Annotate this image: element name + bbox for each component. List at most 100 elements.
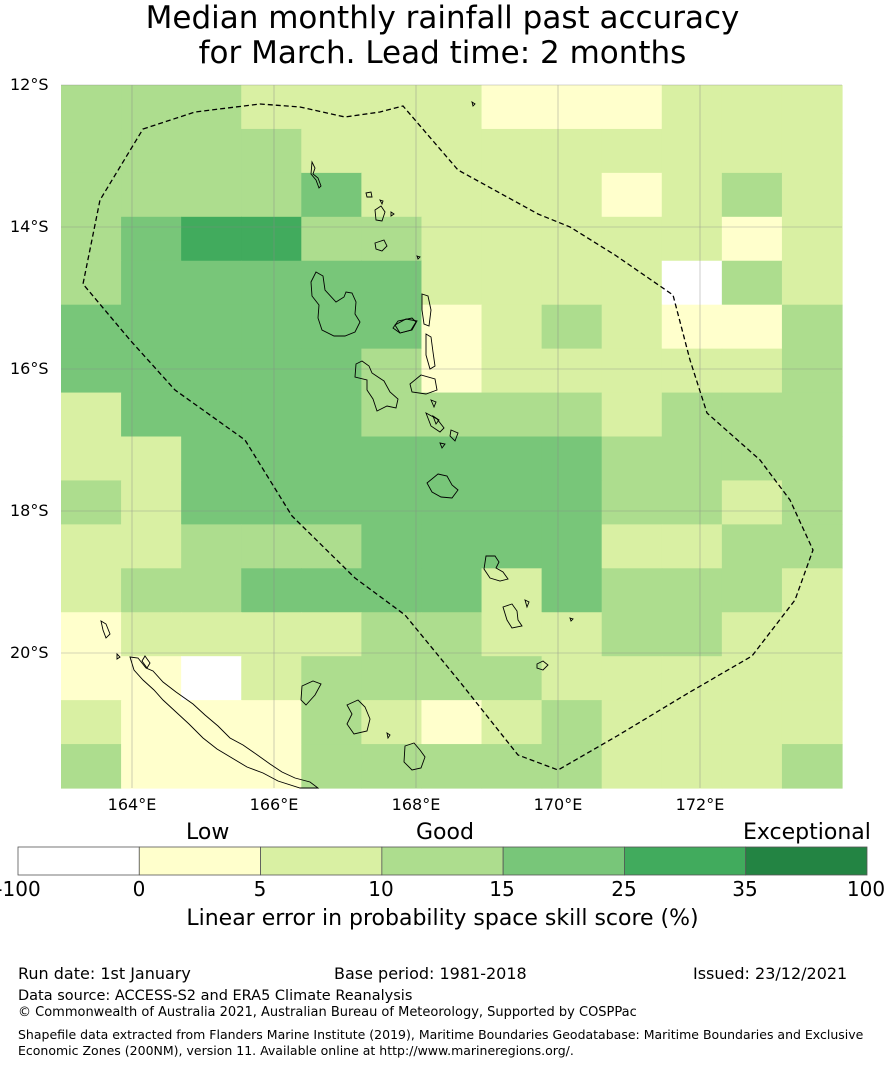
grid-cell (661, 524, 723, 569)
grid-cell (781, 436, 843, 482)
grid-cell (241, 172, 302, 218)
grid-cell (721, 85, 783, 130)
grid-cell (721, 744, 783, 789)
grid-cell (121, 304, 182, 350)
chart-title-line-1: Median monthly rainfall past accuracy (145, 0, 740, 36)
grid-cell (361, 85, 423, 130)
grid-cell (661, 348, 723, 394)
grid-cell (781, 744, 843, 789)
island-small-6 (569, 617, 574, 622)
grid-cell (541, 392, 603, 438)
grid-cell (541, 85, 603, 130)
colorbar-swatch (502, 846, 625, 876)
grid-cell (661, 436, 723, 482)
grid-cell (541, 524, 603, 569)
grid-cell (361, 612, 423, 657)
chart-title-line-2: for March. Lead time: 2 months (198, 35, 687, 71)
colorbar-swatch (17, 846, 140, 876)
grid-cell (541, 260, 603, 306)
grid-cell (721, 392, 783, 438)
grid-cell (181, 392, 242, 438)
island-small-9 (471, 100, 476, 107)
grid-cell (181, 568, 242, 613)
grid-cell (241, 304, 302, 350)
island-small-7 (116, 652, 121, 660)
colorbar-swatch (381, 846, 504, 876)
map-gridlines (61, 84, 842, 788)
grid-cell (301, 348, 362, 394)
island-epi (425, 412, 445, 433)
grid-cell (541, 744, 603, 789)
lon-label-166e: 166°E (249, 795, 299, 814)
colorbar-swatch (260, 846, 383, 876)
island-tanna (502, 603, 523, 629)
colorbar-tick: 25 (611, 877, 637, 901)
grid-cell (301, 656, 362, 701)
island-maewo (421, 293, 432, 327)
grid-cell (661, 568, 723, 613)
grid-cell (721, 524, 783, 569)
base-period: Base period: 1981-2018 (334, 964, 527, 983)
grid-cell (481, 568, 543, 613)
island-ouvea (300, 680, 322, 706)
grid-cell (601, 480, 663, 525)
grid-cell (61, 612, 122, 657)
grid-cell (61, 128, 122, 174)
island-efate (426, 473, 459, 499)
grid-cell (481, 612, 543, 657)
grid-cell (781, 216, 843, 262)
grid-cell (541, 568, 603, 613)
colorbar-label: Linear error in probability space skill … (186, 906, 699, 931)
grid-cell (301, 744, 362, 789)
grid-cell (421, 436, 483, 482)
grid-cell (421, 700, 483, 745)
grid-cell (661, 304, 723, 350)
grid-cell (61, 568, 122, 613)
grid-cell (301, 85, 362, 130)
island-erromango (483, 555, 509, 582)
island-small-4 (439, 442, 446, 449)
grid-cell (181, 436, 242, 482)
grid-cell (781, 172, 843, 218)
grid-cell (121, 85, 182, 130)
colorbar-category-good: Good (416, 820, 474, 845)
grid-cell (721, 304, 783, 350)
island-new-caledonia (129, 656, 320, 789)
skill-grid (61, 85, 843, 789)
grid-cell (301, 568, 362, 613)
grid-cell (661, 85, 723, 130)
grid-cell (481, 392, 543, 438)
coastlines (100, 100, 574, 789)
colorbar-tick: 15 (489, 877, 515, 901)
grid-cell (721, 700, 783, 745)
grid-cell (241, 744, 302, 789)
grid-cell (421, 348, 483, 394)
colorbar-tick: 35 (732, 877, 758, 901)
grid-cell (661, 392, 723, 438)
grid-cell (121, 172, 182, 218)
grid-cell (481, 216, 543, 262)
grid-cell (121, 216, 182, 262)
grid-cell (181, 216, 242, 262)
grid-cell (481, 304, 543, 350)
grid-cell (121, 568, 182, 613)
island-aneityum (536, 660, 549, 671)
grid-cell (61, 172, 122, 218)
grid-cell (361, 128, 423, 174)
grid-cell (121, 128, 182, 174)
island-malekula (354, 360, 399, 412)
grid-cell (481, 85, 543, 130)
colorbar-tick: -100 (0, 877, 41, 901)
grid-cell (301, 304, 362, 350)
grid-cell (481, 524, 543, 569)
grid-cell (361, 304, 423, 350)
grid-cell (361, 656, 423, 701)
grid-cell (541, 172, 603, 218)
grid-cell (241, 128, 302, 174)
grid-cell (601, 216, 663, 262)
grid-cell (661, 612, 723, 657)
issued-date: Issued: 23/12/2021 (693, 964, 848, 983)
grid-cell (661, 480, 723, 525)
island-gaua (374, 205, 386, 222)
grid-cell (541, 700, 603, 745)
